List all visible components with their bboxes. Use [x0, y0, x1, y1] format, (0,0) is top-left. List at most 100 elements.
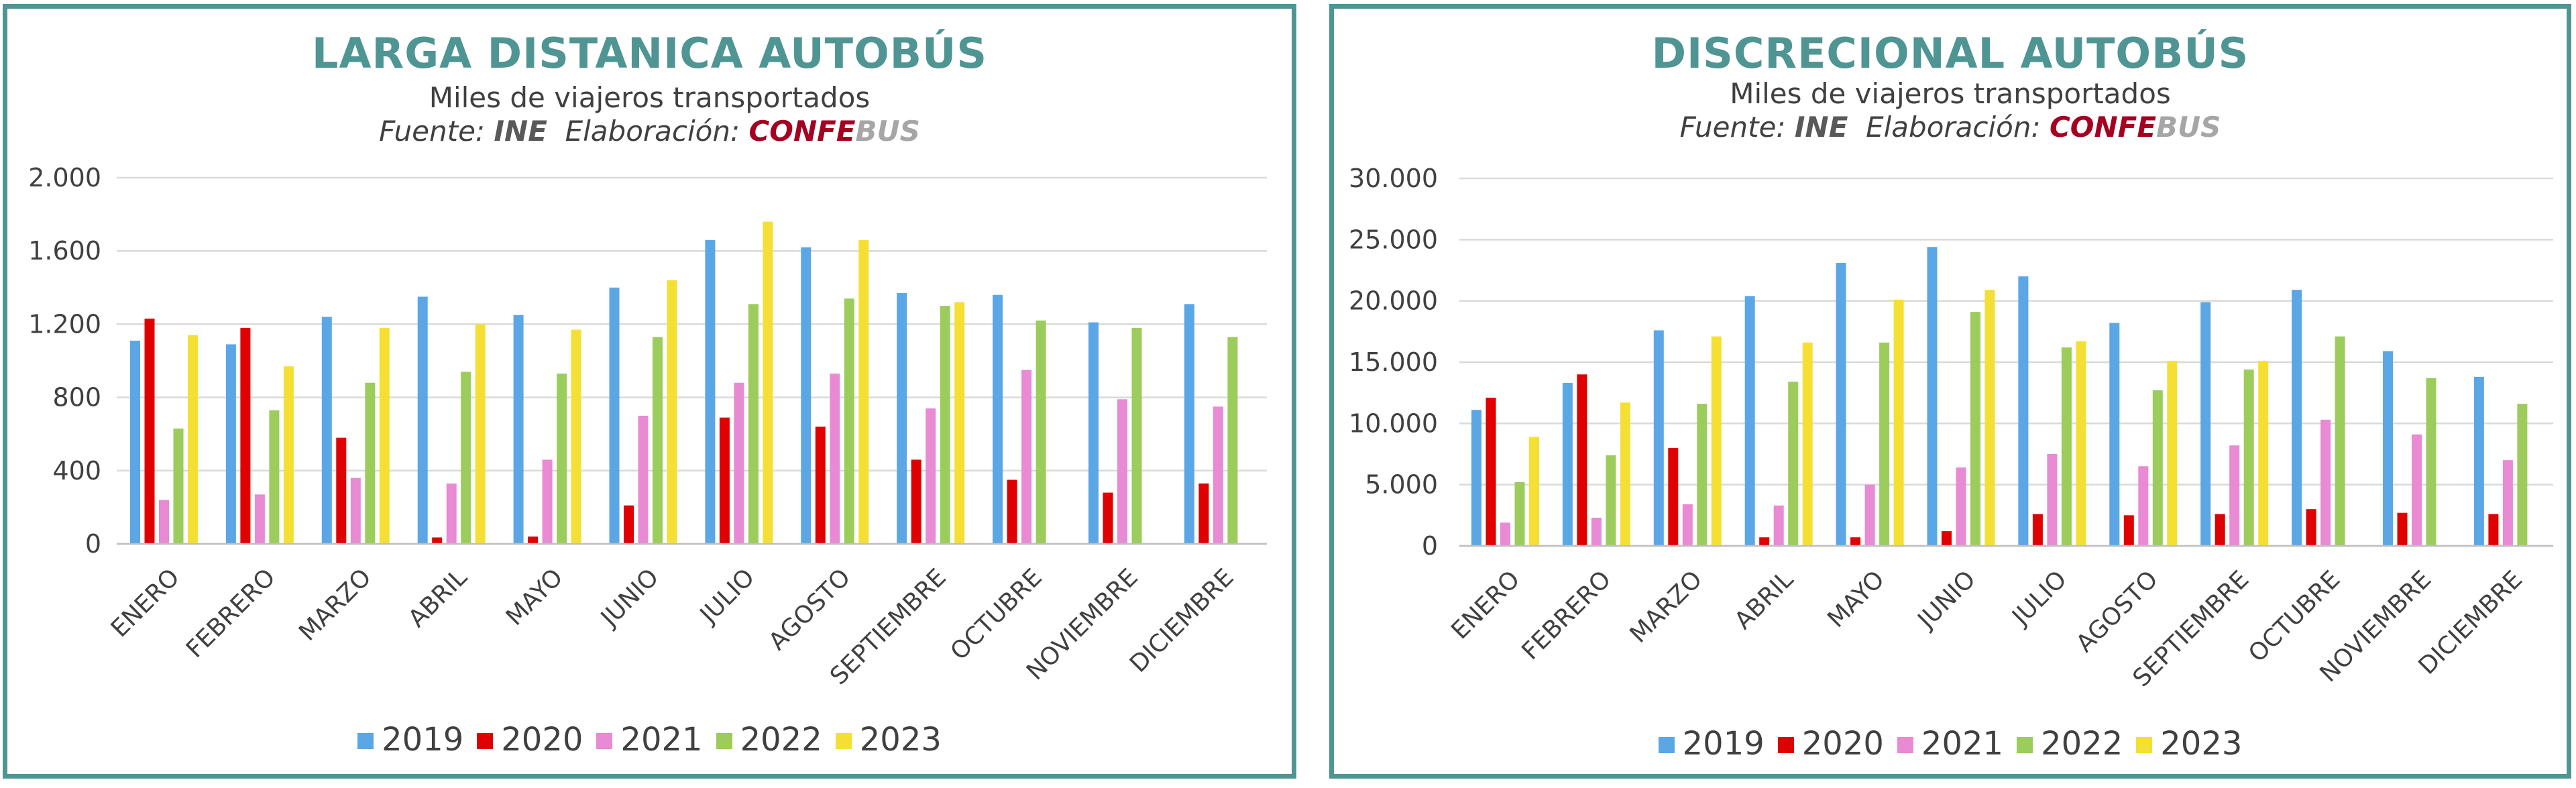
y-tick-label: 5.000: [1365, 470, 1438, 500]
legend-item-2019: 2019: [1658, 725, 1765, 763]
source-elab-confe: CONFE: [2049, 111, 2157, 144]
legend-swatch: [716, 733, 732, 749]
bar-2021-junio: [1956, 467, 1966, 546]
x-tick-label: OCTUBRE: [946, 563, 1048, 665]
x-tick-label: JULIO: [694, 563, 760, 629]
bar-2019-noviembre: [1088, 322, 1099, 544]
y-tick-label: 2.000: [28, 163, 101, 192]
bar-2023-enero: [188, 335, 198, 544]
bar-2020-diciembre: [2488, 514, 2499, 546]
bar-2020-diciembre: [1198, 483, 1209, 544]
x-tick-label: MAYO: [1822, 565, 1890, 633]
bar-2022-marzo: [1697, 404, 1707, 546]
bar-2020-septiembre: [911, 459, 921, 544]
y-tick-label: 400: [52, 456, 101, 486]
bar-2020-octubre: [1007, 480, 1017, 544]
bar-2022-octubre: [1035, 320, 1046, 544]
bar-2023-marzo: [1711, 336, 1722, 546]
bar-2019-abril: [417, 296, 428, 544]
bar-2020-noviembre: [2397, 512, 2408, 546]
y-tick-label: 25.000: [1349, 225, 1438, 254]
x-tick-label: MARZO: [294, 563, 377, 646]
x-tick-label: JUNIO: [1912, 565, 1981, 634]
bar-2022-julio: [748, 304, 759, 544]
legend-swatch: [1777, 737, 1794, 753]
bar-2019-marzo: [321, 317, 332, 544]
bar-2021-diciembre: [2502, 460, 2513, 546]
legend-swatch: [2017, 737, 2033, 753]
bar-2022-octubre: [2335, 336, 2345, 546]
legend-label: 2019: [1682, 725, 1765, 763]
legend-item-2023: 2023: [835, 721, 942, 758]
legend-item-2020: 2020: [1777, 725, 1884, 763]
legend-swatch: [357, 733, 374, 749]
bar-2021-abril: [1773, 505, 1784, 546]
y-tick-label: 10.000: [1349, 408, 1438, 438]
legend-swatch: [835, 733, 852, 749]
bar-2021-marzo: [1682, 504, 1693, 546]
source-elab-bus: BUS: [2156, 111, 2221, 144]
source-elab-confe: CONFE: [748, 115, 856, 148]
legend-swatch: [1658, 737, 1675, 753]
chart-source: Fuente: INE Elaboración: CONFEBUS: [7, 115, 1292, 148]
bar-2023-enero: [1529, 437, 1539, 546]
legend-label: 2021: [1921, 725, 2004, 763]
x-tick-label: MARZO: [1625, 565, 1708, 649]
bar-2021-marzo: [350, 477, 361, 544]
chart-panel-discrecional: DISCRECIONAL AUTOBÚS Miles de viajeros t…: [1329, 4, 2571, 779]
chart-legend: 2019 2020 2021 2022 2023: [7, 721, 1292, 758]
bar-2021-mayo: [542, 459, 553, 544]
x-tick-label: FEBRERO: [181, 563, 281, 663]
legend-item-2020: 2020: [477, 721, 583, 758]
bar-2023-septiembre: [2258, 361, 2269, 546]
bar-2022-abril: [1788, 382, 1799, 546]
bar-2022-agosto: [2152, 390, 2163, 546]
bar-2022-diciembre: [1227, 337, 1238, 544]
bar-2020-agosto: [815, 427, 826, 544]
legend-label: 2019: [382, 721, 464, 758]
legend-label: 2021: [620, 721, 703, 758]
source-fuente-value: INE: [494, 115, 547, 148]
bar-2022-febrero: [269, 410, 280, 544]
bar-2019-noviembre: [2383, 351, 2393, 546]
bar-2019-junio: [1927, 247, 1938, 546]
bar-2021-enero: [1500, 522, 1510, 546]
bar-2019-febrero: [225, 344, 236, 544]
bar-2019-abril: [1744, 296, 1755, 546]
bar-2019-agosto: [2109, 323, 2120, 546]
bar-2022-diciembre: [2517, 404, 2528, 546]
bar-2019-febrero: [1562, 383, 1573, 546]
legend-item-2019: 2019: [357, 721, 463, 758]
bar-2022-agosto: [844, 298, 854, 544]
bar-2019-octubre: [993, 294, 1003, 544]
bar-2022-abril: [461, 372, 471, 544]
chart-panel-larga-distancia: LARGA DISTANICA AUTOBÚS Miles de viajero…: [3, 4, 1296, 779]
bar-2019-mayo: [513, 315, 524, 544]
bar-2020-abril: [1759, 537, 1770, 546]
y-tick-label: 30.000: [1349, 164, 1438, 193]
bar-2021-junio: [638, 415, 649, 544]
chart-legend: 2019 2020 2021 2022 2023: [1334, 725, 2567, 763]
bar-2022-mayo: [557, 374, 567, 544]
y-tick-label: 1.200: [28, 309, 101, 339]
bar-2023-abril: [1802, 342, 1813, 546]
bar-2020-julio: [2032, 514, 2043, 546]
bar-2021-octubre: [2320, 419, 2331, 546]
bar-2020-septiembre: [2215, 514, 2225, 546]
bar-2019-junio: [609, 287, 620, 544]
x-tick-label: AGOSTO: [2071, 565, 2163, 657]
x-tick-label: ENERO: [1446, 565, 1525, 644]
y-tick-label: 800: [52, 383, 101, 412]
bar-2019-julio: [2018, 276, 2029, 546]
bar-2022-junio: [653, 337, 663, 544]
x-tick-label: AGOSTO: [764, 563, 856, 655]
bar-2021-agosto: [2138, 466, 2149, 546]
bar-2022-enero: [173, 429, 184, 544]
bar-2021-febrero: [1591, 517, 1602, 546]
bar-2022-febrero: [1606, 455, 1616, 546]
legend-item-2022: 2022: [716, 721, 822, 758]
bar-2019-diciembre: [2473, 376, 2484, 546]
bar-2021-noviembre: [1117, 399, 1127, 544]
bar-2023-agosto: [858, 239, 869, 544]
